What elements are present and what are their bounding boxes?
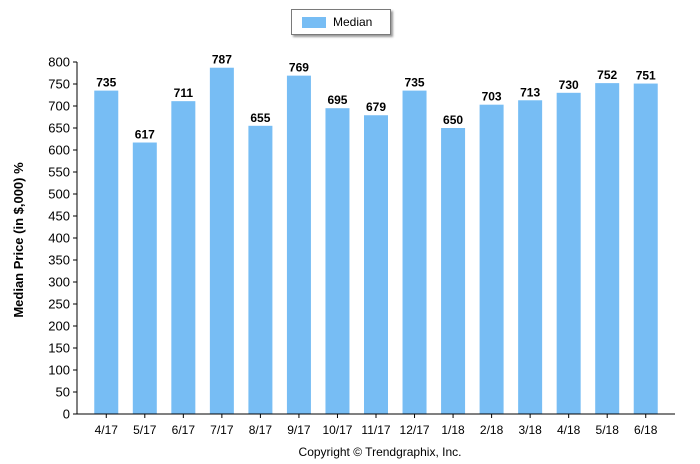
data-label-7-17: 787	[212, 53, 232, 67]
y-tick-label: 300	[48, 275, 70, 290]
y-tick-label: 0	[63, 407, 70, 422]
x-tick-label: 10/17	[322, 423, 352, 437]
x-tick-label: 3/18	[518, 423, 542, 437]
x-tick-label: 5/17	[133, 423, 157, 437]
bar-6-18	[633, 83, 658, 414]
data-label-4-18: 730	[559, 78, 579, 92]
y-tick-label: 550	[48, 165, 70, 180]
data-label-4-17: 735	[96, 76, 116, 90]
y-tick-label: 650	[48, 121, 70, 136]
y-tick-label: 200	[48, 319, 70, 334]
y-tick-label: 50	[56, 385, 70, 400]
bar-10-17	[325, 108, 350, 414]
bar-5-17	[132, 142, 157, 414]
bars	[94, 67, 658, 415]
x-tick-label: 11/17	[361, 423, 390, 437]
x-tick-label: 12/17	[400, 423, 430, 437]
y-tick-label: 800	[48, 55, 70, 70]
x-tick-label: 8/17	[249, 423, 273, 437]
y-axis-label-group: Median Price (in $,000) %	[11, 162, 26, 318]
y-tick-label: 150	[48, 341, 70, 356]
data-label-9-17: 769	[289, 61, 309, 75]
data-label-6-17: 711	[174, 86, 194, 100]
legend: Median	[291, 9, 391, 35]
data-label-5-17: 617	[135, 128, 155, 142]
x-tick-label: 1/18	[441, 423, 465, 437]
data-label-8-17: 655	[250, 111, 270, 125]
bar-6-17	[171, 101, 196, 414]
bar-8-17	[248, 125, 273, 415]
bar-2-18	[479, 104, 504, 415]
y-tick-label: 250	[48, 297, 70, 312]
y-tick-label: 500	[48, 187, 70, 202]
bar-1-18	[441, 128, 466, 414]
x-tick-label: 7/17	[210, 423, 234, 437]
y-tick-label: 700	[48, 99, 70, 114]
bar-9-17	[286, 75, 311, 414]
x-tick-label: 6/17	[172, 423, 196, 437]
data-label-3-18: 713	[520, 85, 540, 99]
bar-12-17	[402, 90, 427, 414]
x-tick-label: 9/17	[287, 423, 311, 437]
data-label-12-17: 735	[405, 76, 425, 90]
x-tick-label: 6/18	[634, 423, 658, 437]
y-tick-label: 750	[48, 77, 70, 92]
y-tick-label: 400	[48, 231, 70, 246]
y-axis-label: Median Price (in $,000) %	[11, 162, 26, 318]
copyright-text: Copyright © Trendgraphix, Inc.	[298, 445, 462, 459]
x-tick-label: 5/18	[596, 423, 620, 437]
x-axis-ticks: 4/17 5/17 6/17 7/17 8/17 9/17 10/17 11/17 12/17 1…	[95, 414, 658, 437]
bar-3-18	[518, 100, 543, 414]
x-tick-label: 4/17	[95, 423, 119, 437]
data-labels: 735 617 711 787 655 769 695 679 735 650 703 713 730 7…	[96, 53, 656, 142]
legend-swatch	[302, 17, 326, 28]
bar-11-17	[364, 115, 388, 415]
x-tick-label: 4/18	[557, 423, 581, 437]
x-tick-label: 2/18	[480, 423, 504, 437]
bar-4-18	[556, 92, 581, 415]
data-label-2-18: 703	[482, 90, 502, 104]
data-label-11-17: 679	[366, 100, 386, 114]
y-tick-label: 600	[48, 143, 70, 158]
data-label-5-18: 752	[597, 68, 617, 82]
data-label-1-18: 650	[443, 113, 463, 127]
bar-7-17	[209, 67, 234, 414]
y-tick-label: 450	[48, 209, 70, 224]
data-label-6-18: 751	[636, 69, 656, 83]
y-tick-label: 100	[48, 363, 70, 378]
legend-label: Median	[333, 15, 373, 29]
y-axis-ticks: 0 50 100 150 200 250 300 350 400 450 500 550 600 650 7…	[48, 55, 77, 422]
bar-4-17	[94, 90, 119, 414]
data-label-10-17: 695	[327, 93, 347, 107]
bar-5-18	[595, 83, 620, 415]
y-tick-label: 350	[48, 253, 70, 268]
